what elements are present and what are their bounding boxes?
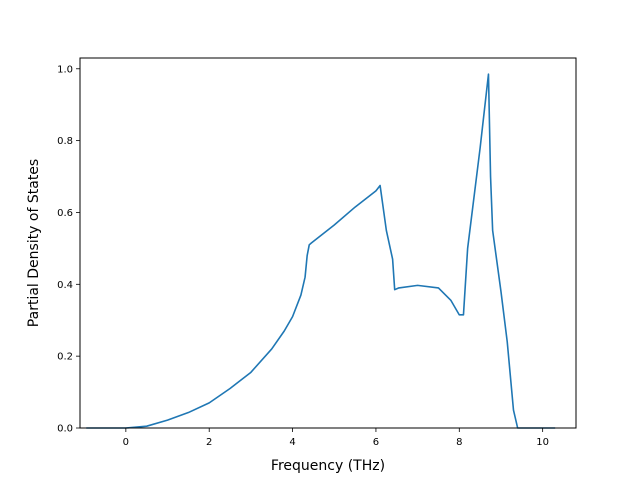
x-tick-label: 2 [206,437,212,448]
y-axis: 0.0 0.2 0.4 0.6 0.8 1.0 [57,64,80,435]
plot-frame [79,57,577,429]
x-tick-label: 10 [536,437,549,448]
x-axis-label: Frequency (THz) [271,458,385,474]
series-line [86,73,556,429]
y-tick-label: 0.2 [57,352,73,363]
x-tick-label: 6 [373,437,379,448]
plot-area [86,73,556,429]
y-axis-label: Partial Density of States [26,159,42,327]
x-tick-label: 0 [123,437,129,448]
x-axis: 0 2 4 6 8 10 [123,428,549,448]
y-tick-label: 1.0 [57,64,73,75]
y-tick-label: 0.0 [57,424,73,435]
y-tick-label: 0.4 [57,280,73,291]
y-tick-label: 0.6 [57,208,73,219]
y-tick-label: 0.8 [57,136,73,147]
x-tick-label: 4 [289,437,295,448]
x-tick-label: 8 [456,437,462,448]
